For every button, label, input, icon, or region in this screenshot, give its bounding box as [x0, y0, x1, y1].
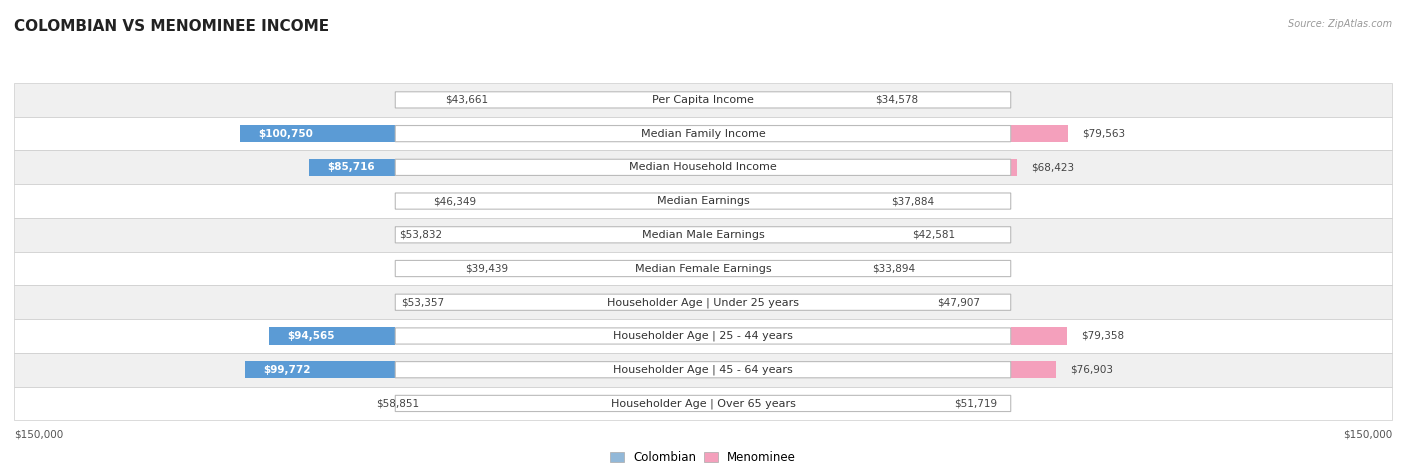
Bar — [240, 125, 395, 142]
Text: $150,000: $150,000 — [1343, 430, 1392, 440]
Text: $150,000: $150,000 — [14, 430, 63, 440]
FancyBboxPatch shape — [395, 361, 1011, 378]
Bar — [14, 117, 1392, 150]
Text: $42,581: $42,581 — [912, 230, 956, 240]
Text: $37,884: $37,884 — [891, 196, 934, 206]
Text: $79,563: $79,563 — [1083, 128, 1125, 139]
Text: $46,349: $46,349 — [433, 196, 477, 206]
FancyBboxPatch shape — [395, 126, 1011, 142]
Bar — [14, 387, 1392, 420]
Bar — [1011, 125, 1069, 142]
Bar — [14, 218, 1392, 252]
Bar — [14, 353, 1392, 387]
Text: Householder Age | Under 25 years: Householder Age | Under 25 years — [607, 297, 799, 307]
Text: Source: ZipAtlas.com: Source: ZipAtlas.com — [1288, 19, 1392, 28]
Bar — [14, 252, 1392, 285]
Bar — [245, 361, 395, 378]
FancyBboxPatch shape — [395, 261, 1011, 276]
Text: Per Capita Income: Per Capita Income — [652, 95, 754, 105]
Text: $53,357: $53,357 — [401, 297, 444, 307]
Bar — [309, 159, 395, 176]
FancyBboxPatch shape — [395, 294, 1011, 311]
Bar — [269, 327, 395, 345]
Bar — [1011, 361, 1056, 378]
Text: $47,907: $47,907 — [936, 297, 980, 307]
FancyBboxPatch shape — [395, 159, 1011, 176]
Text: COLOMBIAN VS MENOMINEE INCOME: COLOMBIAN VS MENOMINEE INCOME — [14, 19, 329, 34]
Bar — [1011, 327, 1067, 345]
Text: Median Male Earnings: Median Male Earnings — [641, 230, 765, 240]
Text: $99,772: $99,772 — [263, 365, 311, 375]
Bar — [14, 83, 1392, 117]
Text: $85,716: $85,716 — [328, 163, 375, 172]
Text: $53,832: $53,832 — [399, 230, 441, 240]
FancyBboxPatch shape — [395, 226, 1011, 243]
Bar — [1011, 159, 1018, 176]
Text: Householder Age | 45 - 64 years: Householder Age | 45 - 64 years — [613, 364, 793, 375]
Text: Median Female Earnings: Median Female Earnings — [634, 263, 772, 274]
Text: Median Household Income: Median Household Income — [628, 163, 778, 172]
Text: Householder Age | 25 - 44 years: Householder Age | 25 - 44 years — [613, 331, 793, 341]
Text: $76,903: $76,903 — [1070, 365, 1114, 375]
Text: Median Earnings: Median Earnings — [657, 196, 749, 206]
Text: $100,750: $100,750 — [259, 128, 314, 139]
Text: $39,439: $39,439 — [465, 263, 508, 274]
Text: $51,719: $51,719 — [955, 398, 997, 409]
Bar — [14, 319, 1392, 353]
Legend: Colombian, Menominee: Colombian, Menominee — [605, 446, 801, 467]
Text: $79,358: $79,358 — [1081, 331, 1125, 341]
FancyBboxPatch shape — [395, 396, 1011, 411]
FancyBboxPatch shape — [395, 92, 1011, 108]
Text: $34,578: $34,578 — [876, 95, 918, 105]
Text: $94,565: $94,565 — [287, 331, 335, 341]
FancyBboxPatch shape — [395, 193, 1011, 209]
Text: $33,894: $33,894 — [873, 263, 915, 274]
Bar — [14, 184, 1392, 218]
Text: Median Family Income: Median Family Income — [641, 128, 765, 139]
Text: $58,851: $58,851 — [375, 398, 419, 409]
Text: $43,661: $43,661 — [446, 95, 489, 105]
Text: Householder Age | Over 65 years: Householder Age | Over 65 years — [610, 398, 796, 409]
Text: $68,423: $68,423 — [1031, 163, 1074, 172]
FancyBboxPatch shape — [395, 328, 1011, 344]
Bar — [14, 150, 1392, 184]
Bar — [14, 285, 1392, 319]
